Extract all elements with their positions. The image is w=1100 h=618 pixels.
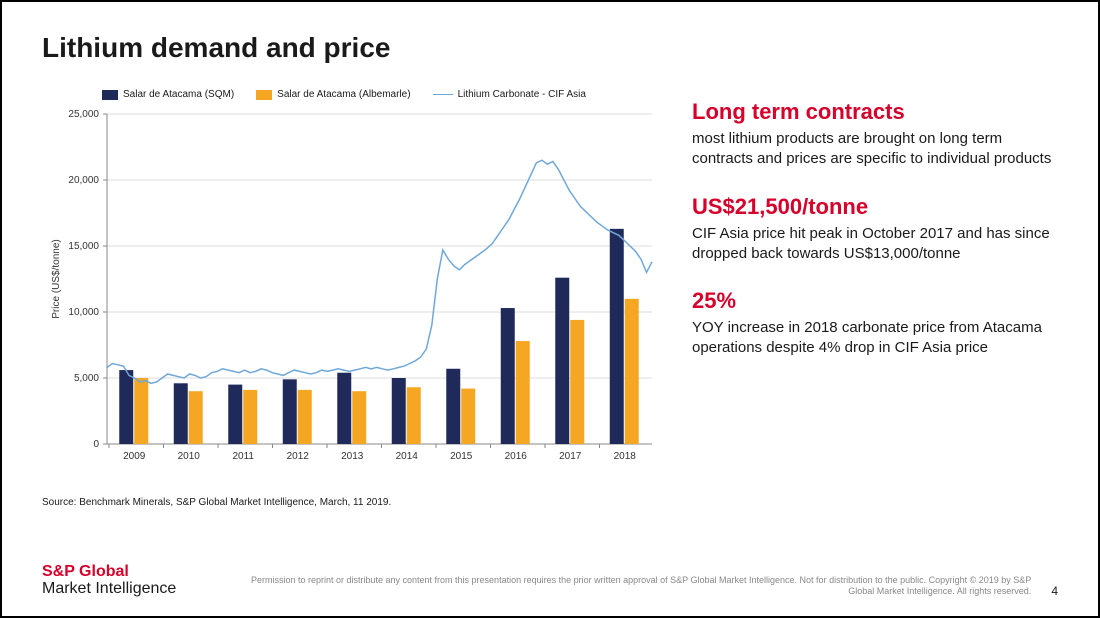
svg-text:2013: 2013 [341, 451, 364, 462]
svg-text:0: 0 [93, 439, 99, 450]
chart-column: Salar de Atacama (SQM) Salar de Atacama (… [42, 89, 662, 508]
legend-label: Salar de Atacama (SQM) [123, 89, 234, 100]
callout-body-2: YOY increase in 2018 carbonate price fro… [692, 318, 1058, 359]
svg-text:2018: 2018 [614, 451, 637, 462]
brand-line1: S&P Global [42, 564, 176, 581]
svg-text:2014: 2014 [396, 451, 419, 462]
legend-item-albemarle: Salar de Atacama (Albemarle) [256, 89, 410, 100]
page-number: 4 [1051, 584, 1058, 598]
svg-text:2012: 2012 [287, 451, 310, 462]
svg-text:2017: 2017 [559, 451, 582, 462]
brand-logo: S&P Global Market Intelligence [42, 564, 176, 598]
legend-item-sqm: Salar de Atacama (SQM) [102, 89, 234, 100]
callouts-column: Long term contracts most lithium products… [692, 89, 1058, 508]
svg-text:20,000: 20,000 [68, 175, 99, 186]
svg-text:15,000: 15,000 [68, 241, 99, 252]
legend-swatch [433, 94, 453, 95]
svg-text:2010: 2010 [178, 451, 201, 462]
callout-head-1: US$21,500/tonne [692, 194, 1058, 220]
slide: Lithium demand and price Salar de Atacam… [0, 0, 1100, 618]
legend-swatch [256, 90, 272, 100]
svg-text:10,000: 10,000 [68, 307, 99, 318]
legend-label: Salar de Atacama (Albemarle) [277, 89, 410, 100]
svg-text:Price (US$/tonne): Price (US$/tonne) [51, 239, 62, 318]
price-chart: 0 5,000 10,000 15,000 20,000 25,000 Price (US$… [42, 104, 662, 474]
source-line: Source: Benchmark Minerals, S&P Global M… [42, 497, 662, 508]
svg-text:5,000: 5,000 [74, 373, 99, 384]
legend-swatch [102, 90, 118, 100]
callout-body-0: most lithium products are brought on lon… [692, 129, 1058, 170]
callout-head-2: 25% [692, 288, 1058, 314]
svg-text:2016: 2016 [505, 451, 528, 462]
svg-text:2011: 2011 [232, 451, 254, 462]
svg-text:2009: 2009 [123, 451, 146, 462]
legend-label: Lithium Carbonate - CIF Asia [458, 89, 586, 100]
content-row: Salar de Atacama (SQM) Salar de Atacama (… [42, 89, 1058, 508]
footer: S&P Global Market Intelligence Permissio… [42, 564, 1058, 598]
page-title: Lithium demand and price [42, 32, 1058, 64]
callout-head-0: Long term contracts [692, 99, 1058, 125]
svg-text:2015: 2015 [450, 451, 473, 462]
callout-body-1: CIF Asia price hit peak in October 2017 … [692, 224, 1058, 265]
legend-item-cif: Lithium Carbonate - CIF Asia [433, 89, 586, 100]
disclaimer-text: Permission to reprint or distribute any … [176, 575, 1031, 598]
chart-legend: Salar de Atacama (SQM) Salar de Atacama (… [42, 89, 662, 100]
brand-line2: Market Intelligence [42, 581, 176, 598]
svg-text:25,000: 25,000 [68, 109, 99, 120]
